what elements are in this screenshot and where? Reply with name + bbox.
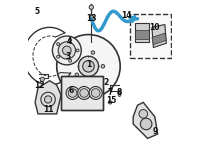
Text: 7: 7 bbox=[107, 88, 113, 97]
Circle shape bbox=[76, 49, 79, 52]
Circle shape bbox=[89, 5, 94, 9]
Text: 15: 15 bbox=[106, 96, 117, 105]
Circle shape bbox=[57, 35, 120, 98]
Circle shape bbox=[108, 101, 112, 104]
Text: 12: 12 bbox=[34, 81, 45, 90]
Text: 3: 3 bbox=[66, 52, 71, 61]
Text: 11: 11 bbox=[43, 105, 53, 114]
Text: 5: 5 bbox=[34, 7, 39, 16]
Circle shape bbox=[78, 56, 99, 76]
Circle shape bbox=[66, 86, 79, 100]
Circle shape bbox=[52, 36, 81, 65]
Polygon shape bbox=[135, 23, 149, 42]
Circle shape bbox=[57, 55, 60, 58]
Text: 2: 2 bbox=[103, 78, 108, 87]
Polygon shape bbox=[135, 30, 149, 39]
Text: 14: 14 bbox=[121, 11, 131, 20]
Circle shape bbox=[68, 89, 77, 97]
Circle shape bbox=[69, 39, 72, 42]
Circle shape bbox=[139, 110, 148, 118]
Circle shape bbox=[58, 42, 75, 59]
Polygon shape bbox=[61, 76, 103, 110]
Circle shape bbox=[63, 46, 71, 55]
Circle shape bbox=[41, 92, 55, 107]
Polygon shape bbox=[133, 102, 158, 138]
Circle shape bbox=[91, 78, 95, 82]
Bar bbox=[61, 76, 103, 110]
Circle shape bbox=[89, 15, 94, 19]
Circle shape bbox=[101, 65, 105, 68]
Text: 6: 6 bbox=[69, 86, 74, 95]
Polygon shape bbox=[152, 33, 166, 45]
Polygon shape bbox=[152, 24, 166, 47]
Circle shape bbox=[75, 73, 79, 76]
Circle shape bbox=[91, 89, 100, 97]
Circle shape bbox=[118, 94, 121, 96]
Polygon shape bbox=[35, 81, 61, 114]
Text: 1: 1 bbox=[86, 60, 91, 69]
Circle shape bbox=[57, 43, 60, 46]
Circle shape bbox=[83, 61, 94, 72]
Circle shape bbox=[40, 77, 44, 81]
Text: 10: 10 bbox=[150, 23, 160, 32]
Circle shape bbox=[69, 59, 72, 62]
Text: 4: 4 bbox=[67, 37, 72, 46]
Circle shape bbox=[140, 118, 152, 130]
Circle shape bbox=[118, 91, 121, 94]
Circle shape bbox=[78, 86, 91, 100]
Circle shape bbox=[75, 56, 79, 60]
Text: 9: 9 bbox=[152, 127, 157, 136]
Circle shape bbox=[80, 89, 88, 97]
FancyBboxPatch shape bbox=[130, 14, 171, 58]
Circle shape bbox=[89, 86, 102, 100]
Text: 13: 13 bbox=[86, 14, 97, 23]
Circle shape bbox=[91, 51, 95, 54]
Text: 8: 8 bbox=[116, 88, 121, 97]
Circle shape bbox=[44, 96, 52, 103]
